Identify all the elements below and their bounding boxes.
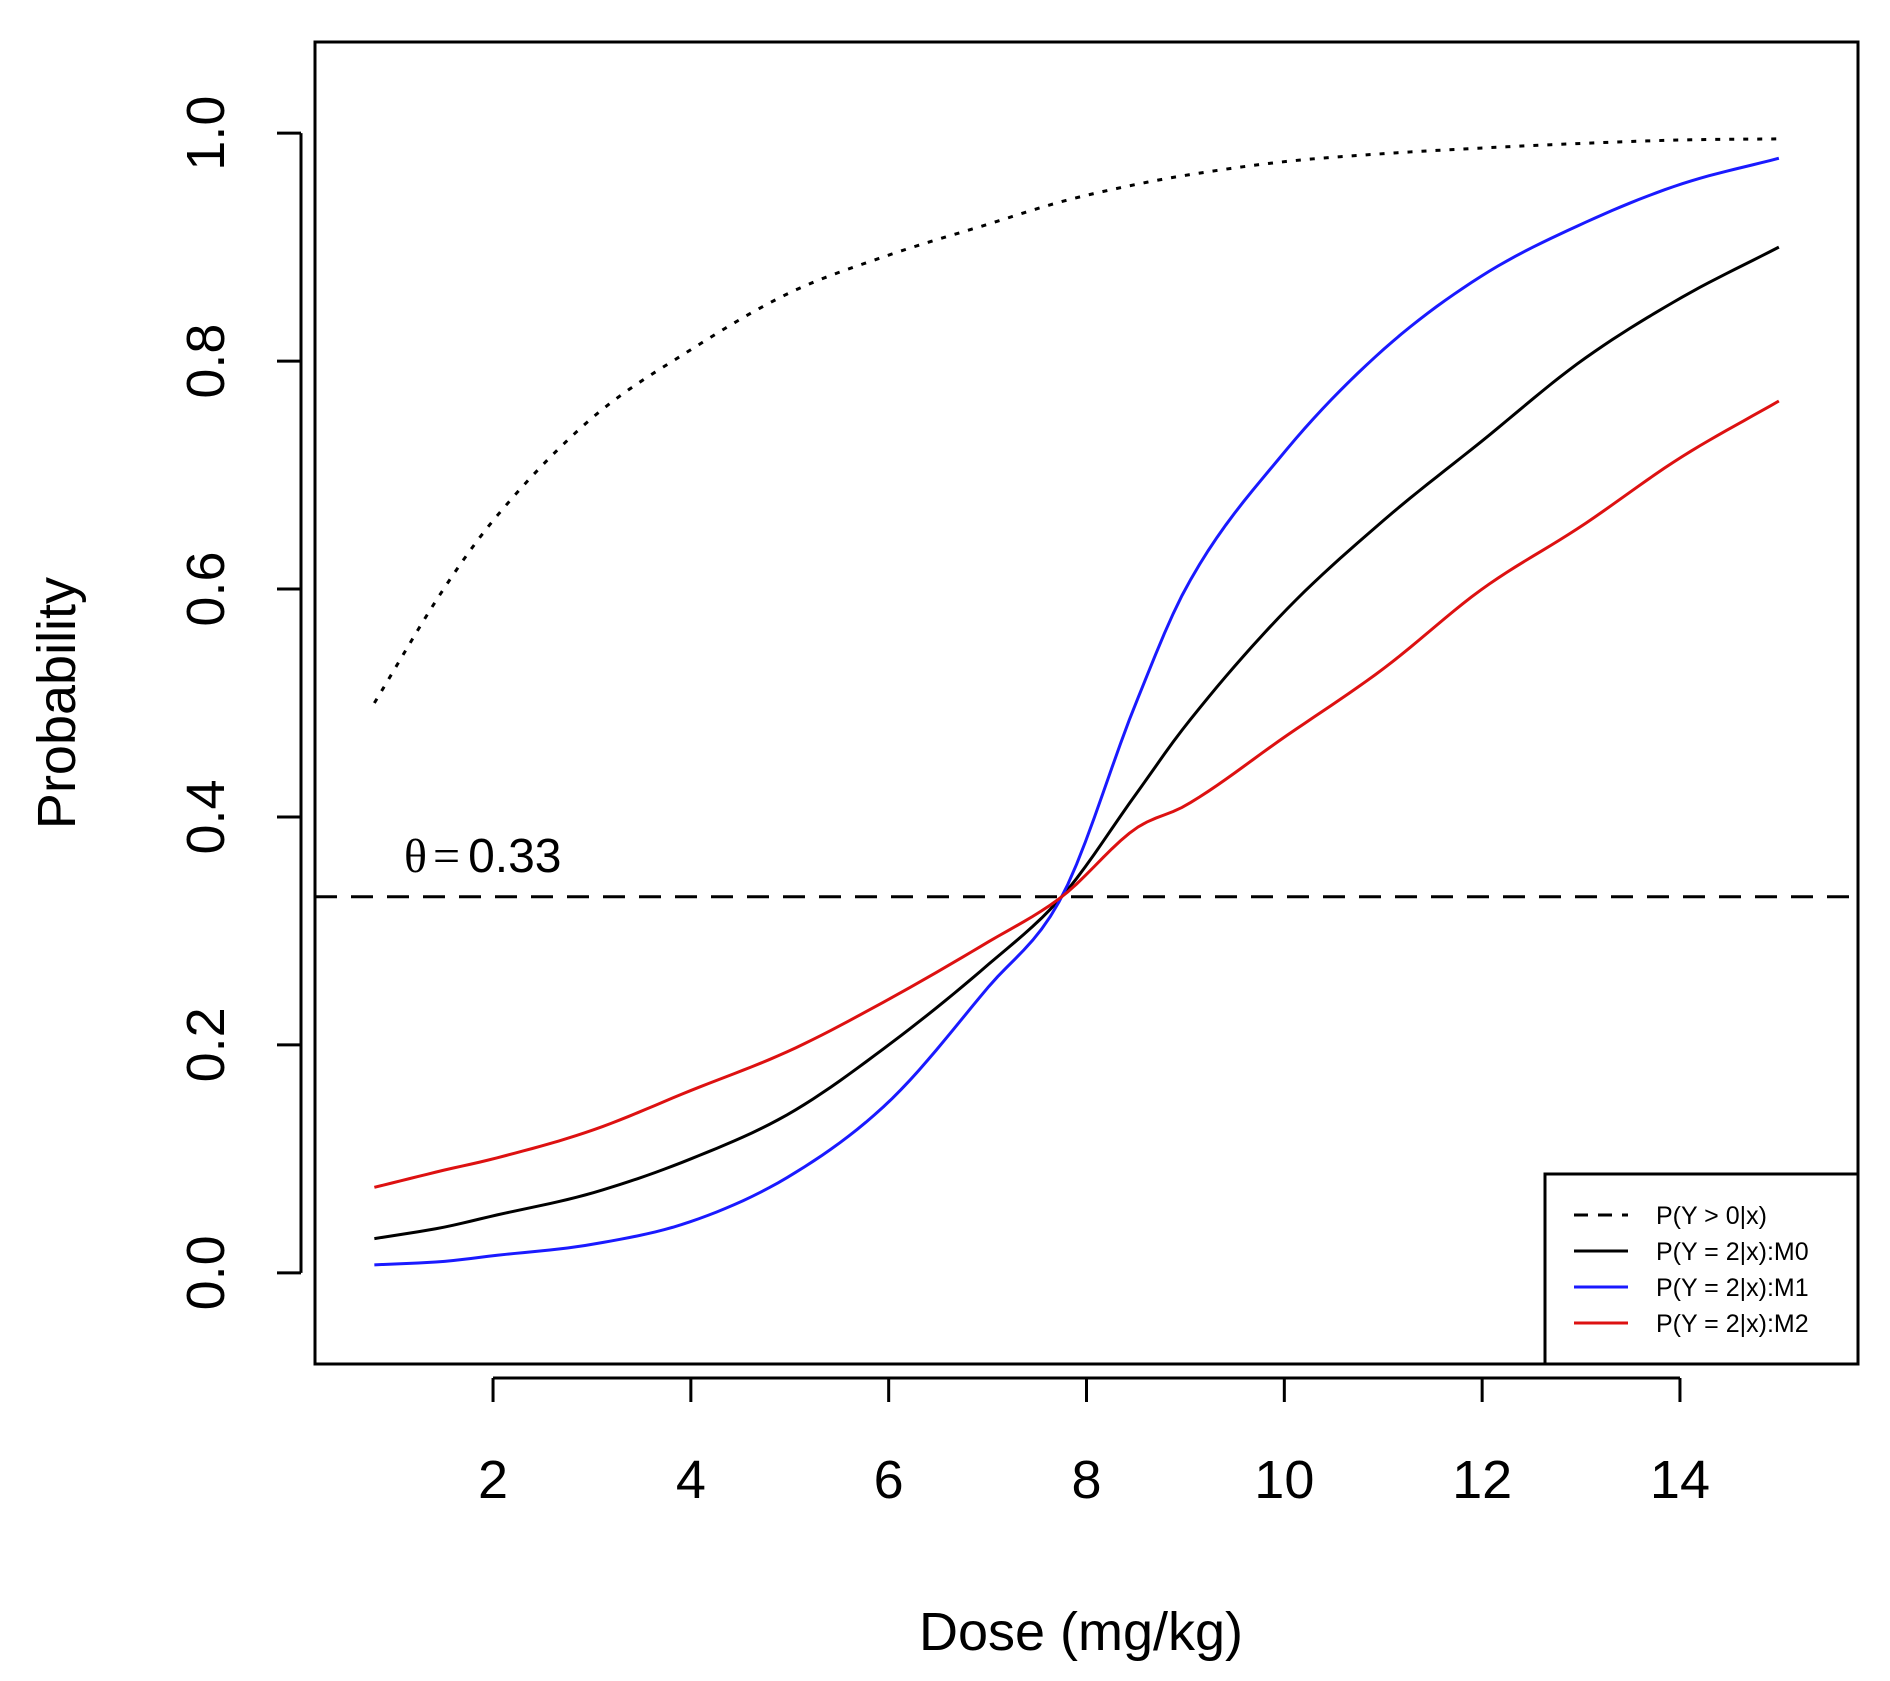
x-axis-title: Dose (mg/kg): [919, 1602, 1243, 1662]
series-line-3: [373, 399, 1780, 1189]
x-axis: 2 4 6 8 10 12 14: [478, 1376, 1710, 1510]
y-axis: 0.0 0.2 0.4 0.6 0.8 1.0: [176, 96, 303, 1310]
reference-label-symbol: θ: [404, 830, 427, 883]
legend-label-3: P(Y = 2|x):M2: [1656, 1310, 1809, 1338]
y-axis-title: Probability: [27, 577, 87, 829]
x-tick-label: 12: [1452, 1450, 1512, 1510]
x-tick-label: 10: [1254, 1450, 1314, 1510]
reference-label-value: 0.33: [468, 830, 561, 883]
reference-label: θ = 0.33: [404, 830, 562, 883]
series-line-0: [373, 137, 1779, 704]
legend-label-2: P(Y = 2|x):M1: [1656, 1274, 1809, 1302]
x-tick-label: 8: [1071, 1450, 1101, 1510]
plot-frame: [313, 40, 1860, 1366]
x-tick-label: 14: [1650, 1450, 1710, 1510]
series-line-2: [374, 156, 1780, 1267]
x-tick-label: 4: [676, 1450, 706, 1510]
legend-label-1: P(Y = 2|x):M0: [1656, 1238, 1809, 1266]
series-line-1: [374, 245, 1780, 1241]
reference-label-equals: =: [433, 830, 460, 883]
legend-label-0: P(Y > 0|x): [1656, 1202, 1767, 1230]
legend: P(Y > 0|x) P(Y = 2|x):M0 P(Y = 2|x):M1 P(Y …: [1543, 1172, 1860, 1366]
y-tick-label: 0.8: [176, 324, 236, 399]
y-tick-label: 0.2: [176, 1007, 236, 1082]
x-tick-label: 2: [478, 1450, 508, 1510]
y-tick-label: 1.0: [176, 96, 236, 171]
y-tick-label: 0.4: [176, 779, 236, 854]
legend-box: [1543, 1172, 1860, 1366]
y-tick-label: 0.6: [176, 551, 236, 626]
y-tick-label: 0.0: [176, 1235, 236, 1310]
x-tick-label: 6: [874, 1450, 904, 1510]
